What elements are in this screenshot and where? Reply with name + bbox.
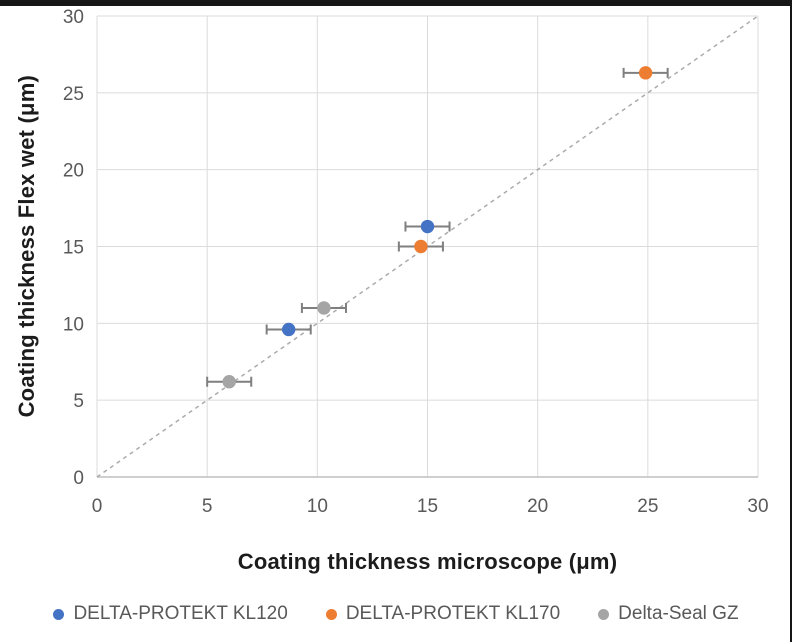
x-axis-title: Coating thickness microscope (μm) — [237, 549, 618, 574]
data-point-marker — [638, 66, 653, 80]
data-point-marker — [281, 322, 296, 337]
data-point-marker — [420, 219, 435, 234]
x-tick-label: 10 — [307, 496, 328, 517]
x-tick-label: 5 — [202, 496, 213, 517]
x-tick-label: 15 — [417, 496, 438, 517]
y-tick-label: 15 — [63, 238, 84, 259]
data-point-marker — [414, 239, 428, 254]
y-tick-label: 0 — [73, 468, 84, 489]
legend-item: DELTA-PROTEKT KL120 — [53, 603, 288, 625]
x-tick-label: 30 — [747, 496, 768, 517]
legend-label: DELTA-PROTEKT KL120 — [73, 603, 288, 624]
legend-label: Delta-Seal GZ — [618, 603, 739, 624]
data-point-marker — [317, 301, 331, 315]
legend-marker-icon — [325, 608, 337, 620]
legend: DELTA-PROTEKT KL120 DELTA-PROTEKT KL170 De… — [0, 603, 792, 625]
x-tick-label: 25 — [637, 496, 658, 517]
y-tick-label: 20 — [63, 161, 84, 182]
legend-label: DELTA-PROTEKT KL170 — [345, 603, 561, 624]
legend-item: DELTA-PROTEKT KL170 — [325, 603, 561, 625]
y-tick-label: 30 — [63, 7, 84, 28]
x-tick-label: 20 — [527, 496, 548, 517]
legend-marker-icon — [53, 608, 65, 620]
image-top-border — [0, 0, 792, 6]
x-tick-label: 0 — [92, 496, 103, 517]
image-right-border — [790, 0, 792, 642]
chart-svg: 0 5 10 15 20 25 30 0 5 10 15 20 25 30 — [63, 7, 769, 517]
y-tick-label: 25 — [63, 84, 84, 105]
y-tick-label: 5 — [73, 391, 84, 412]
data-point-marker — [222, 375, 236, 389]
legend-marker-icon — [598, 608, 610, 620]
legend-item: Delta-Seal GZ — [598, 603, 739, 625]
y-tick-label: 10 — [63, 314, 84, 335]
